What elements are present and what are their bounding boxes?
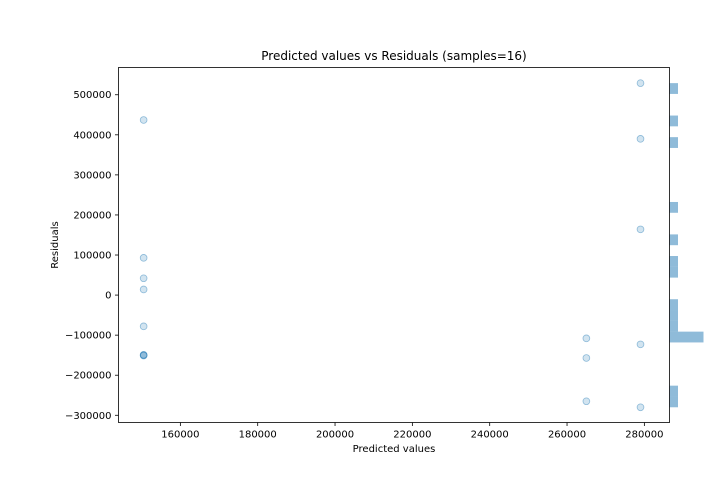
histogram-bar-18 <box>669 201 678 213</box>
scatter-point-12 <box>636 135 645 143</box>
scatter-point-2 <box>139 274 148 283</box>
x-tick-label-0: 160000 <box>161 430 199 441</box>
histogram-bar-24 <box>669 137 678 148</box>
histogram-bar-7 <box>669 320 678 332</box>
scatter-point-15 <box>636 403 645 412</box>
y-tick-label-8: 500000 <box>73 90 111 101</box>
scatter-point-10 <box>582 397 591 406</box>
chart-title: Predicted values vs Residuals (samples=1… <box>261 49 526 63</box>
histogram-bar-9 <box>669 299 678 311</box>
plot-area-frame <box>118 67 670 423</box>
scatter-point-11 <box>636 79 645 87</box>
y-axis-ticks: −300000 −200000 −100000 0 100000 200000 300000… <box>65 90 119 422</box>
x-tick-label-2: 200000 <box>316 430 354 441</box>
scatter-point-8 <box>582 334 591 343</box>
x-tick-label-1: 180000 <box>239 430 277 441</box>
scatter-point-9 <box>582 354 591 362</box>
scatter-point-6 <box>139 351 148 359</box>
y-tick-label-6: 300000 <box>73 170 111 181</box>
histogram-bar-0 <box>669 396 678 408</box>
histogram-bar-8 <box>669 310 678 321</box>
scatter-point-3 <box>139 285 148 294</box>
x-tick-label-5: 260000 <box>548 430 586 441</box>
residual-histogram <box>669 83 704 408</box>
y-tick-label-4: 100000 <box>73 251 111 262</box>
y-axis-label: Residuals <box>50 221 61 268</box>
y-tick-label-7: 400000 <box>73 130 111 141</box>
scatter-point-7 <box>139 351 148 360</box>
x-axis-ticks: 160000 180000 200000 220000 240000 260000 2800… <box>161 422 663 441</box>
histogram-bar-15 <box>669 234 678 246</box>
histogram-bar-1 <box>669 385 678 397</box>
scatter-points <box>139 79 645 412</box>
histogram-bar-29 <box>669 83 678 94</box>
histogram-bar-12 <box>669 266 678 278</box>
y-tick-label-3: 0 <box>105 291 111 302</box>
x-tick-label-4: 240000 <box>471 430 509 441</box>
histogram-bar-26 <box>669 115 678 127</box>
histogram-bar-13 <box>669 256 678 267</box>
x-tick-label-3: 220000 <box>393 430 431 441</box>
histogram-bar-6 <box>669 331 704 343</box>
y-tick-label-1: −200000 <box>65 371 112 382</box>
scatter-point-5 <box>139 350 148 359</box>
x-tick-label-6: 280000 <box>625 430 663 441</box>
y-tick-label-0: −300000 <box>65 411 112 422</box>
scatter-point-4 <box>139 322 148 331</box>
scatter-point-0 <box>139 116 148 124</box>
y-tick-label-2: −100000 <box>65 331 112 342</box>
scatter-point-13 <box>636 225 645 234</box>
scatter-point-14 <box>636 340 645 349</box>
x-axis-label: Predicted values <box>353 444 436 455</box>
y-tick-label-5: 200000 <box>73 210 111 221</box>
scatter-point-1 <box>139 254 148 262</box>
